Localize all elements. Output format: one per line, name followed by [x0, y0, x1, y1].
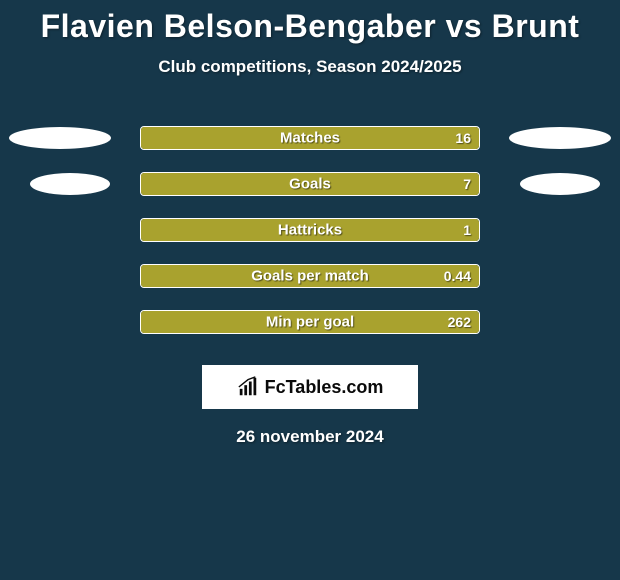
logo-box: FcTables.com [202, 365, 418, 409]
bar-label: Hattricks [278, 222, 342, 239]
chart-icon [237, 376, 259, 398]
page-title: Flavien Belson-Bengaber vs Brunt [0, 0, 620, 45]
bar-track: Goals 7 [140, 172, 480, 196]
comparison-row: Goals per match 0.44 [0, 253, 620, 299]
bar-value-right: 16 [455, 130, 471, 146]
comparison-rows: Matches 16 Goals 7 Hattricks 1 Goals per match… [0, 115, 620, 345]
bar-label: Goals per match [251, 268, 369, 285]
comparison-row: Min per goal 262 [0, 299, 620, 345]
bar-track: Min per goal 262 [140, 310, 480, 334]
bar-label: Min per goal [266, 314, 354, 331]
bar-label: Goals [289, 176, 331, 193]
bar-value-right: 1 [463, 222, 471, 238]
bar-label: Matches [280, 130, 340, 147]
right-ellipse [520, 173, 600, 195]
bar-value-right: 0.44 [444, 268, 471, 284]
bar-value-right: 262 [448, 314, 471, 330]
comparison-row: Matches 16 [0, 115, 620, 161]
left-ellipse [9, 127, 111, 149]
logo-text: FcTables.com [265, 377, 384, 398]
comparison-row: Hattricks 1 [0, 207, 620, 253]
date-text: 26 november 2024 [0, 427, 620, 447]
subtitle: Club competitions, Season 2024/2025 [0, 57, 620, 77]
bar-value-right: 7 [463, 176, 471, 192]
bar-track: Matches 16 [140, 126, 480, 150]
bar-track: Hattricks 1 [140, 218, 480, 242]
bar-track: Goals per match 0.44 [140, 264, 480, 288]
right-ellipse [509, 127, 611, 149]
left-ellipse [30, 173, 110, 195]
comparison-row: Goals 7 [0, 161, 620, 207]
